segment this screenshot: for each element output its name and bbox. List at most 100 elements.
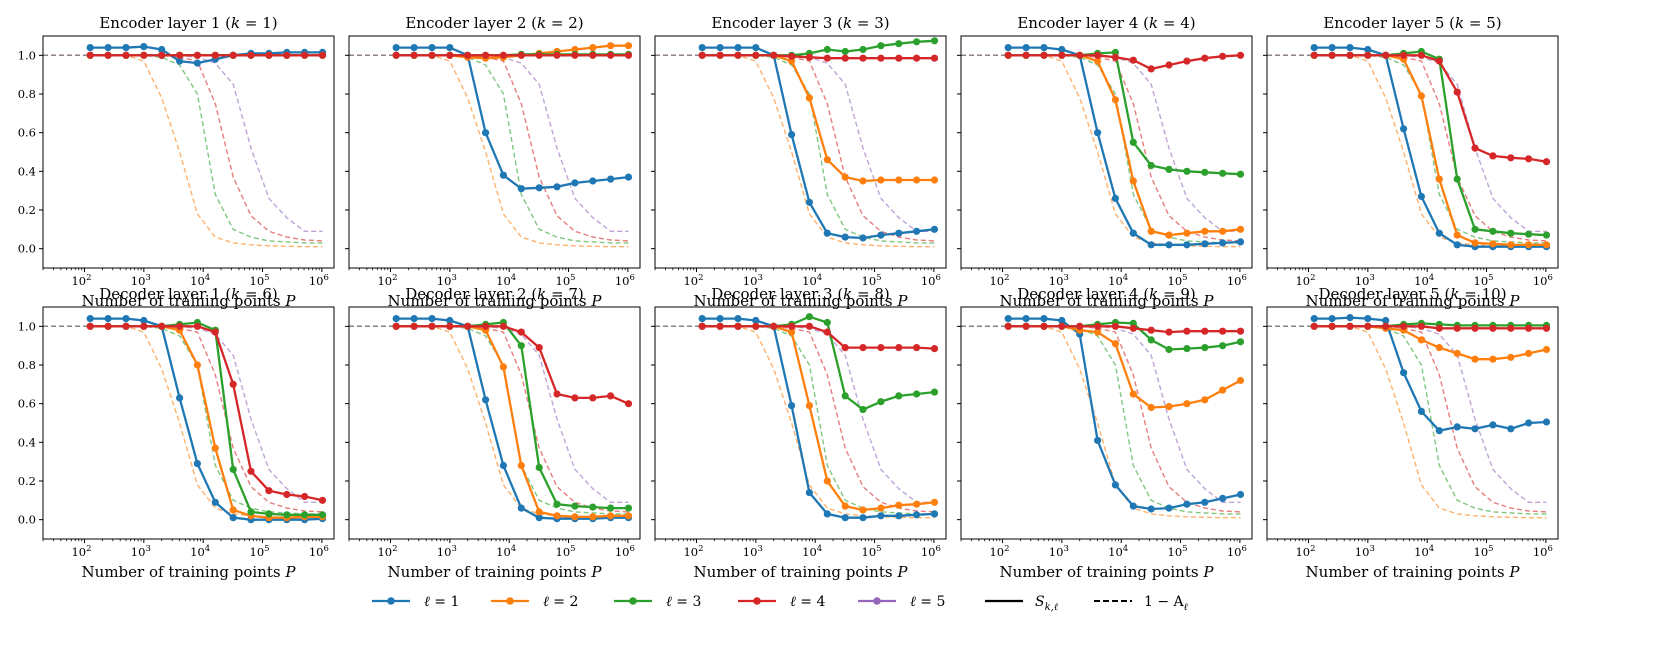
y-tick-label: 0.0	[18, 513, 36, 527]
data-point	[859, 344, 867, 352]
data-point	[752, 44, 760, 52]
dashed-series-l2	[43, 325, 323, 519]
data-point	[446, 51, 454, 59]
data-point	[607, 392, 615, 400]
x-tick-label: 105	[556, 273, 576, 288]
data-point	[1364, 45, 1372, 54]
legend-marker	[387, 597, 395, 605]
x-tick-label: 104	[802, 544, 822, 559]
data-point	[1236, 338, 1245, 346]
dashed-series-l3	[43, 54, 323, 244]
data-point	[1328, 322, 1336, 330]
data-point	[877, 231, 885, 239]
data-point	[1183, 167, 1191, 175]
panel-title: Decoder layer 3 (k = 8)	[711, 285, 890, 303]
data-point	[1201, 168, 1209, 176]
x-tick-label: 105	[1168, 273, 1188, 288]
data-point	[1183, 327, 1191, 335]
x-tick-label: 104	[496, 544, 516, 559]
data-point	[805, 402, 814, 410]
x-tick-label: 104	[802, 273, 822, 288]
data-point	[1219, 494, 1227, 502]
axes-frame	[42, 35, 335, 269]
legend-item-dashed: 1 − Aℓ	[1094, 594, 1188, 613]
data-point	[482, 322, 490, 330]
dashed-curves	[349, 325, 629, 519]
data-point	[1328, 51, 1336, 59]
data-point	[698, 322, 706, 330]
panel-title: Decoder layer 2 (k = 7)	[405, 285, 584, 303]
data-point	[499, 51, 507, 59]
data-point	[428, 51, 436, 59]
x-tick-label: 103	[131, 273, 151, 288]
data-point	[1076, 322, 1084, 330]
data-point	[788, 402, 796, 410]
data-point	[930, 510, 939, 518]
data-point	[229, 380, 237, 388]
data-point	[1165, 345, 1173, 354]
series-l4	[1310, 51, 1551, 166]
data-point	[86, 322, 94, 330]
y-tick-label: 0.6	[18, 397, 36, 411]
x-tick-label: 105	[862, 544, 882, 559]
data-point	[1183, 57, 1191, 65]
data-point	[624, 51, 633, 59]
y-tick-label: 0.8	[18, 358, 36, 372]
data-point	[122, 315, 130, 323]
data-point	[877, 42, 885, 50]
data-point	[229, 506, 237, 514]
data-point	[1417, 407, 1425, 415]
data-point	[895, 392, 903, 400]
data-point	[1165, 504, 1173, 512]
legend-item-l1: ℓ = 1	[372, 594, 459, 610]
data-point	[895, 344, 903, 352]
x-axis-label: Number of training points P	[1000, 292, 1215, 310]
data-point	[176, 51, 184, 59]
panel-4: Encoder layer 4 (k = 4) 102 103 104 105 106 Nu…	[957, 14, 1253, 310]
data-point	[193, 460, 201, 468]
axes-frame	[960, 306, 1253, 540]
dashed-series-l4	[349, 325, 629, 513]
data-point	[1471, 144, 1479, 152]
data-point	[1435, 175, 1443, 183]
series-line	[396, 325, 629, 405]
data-point	[1507, 229, 1515, 237]
dashed-series-l2	[655, 325, 935, 519]
data-point	[877, 504, 885, 512]
data-point	[1489, 421, 1497, 429]
y-tick-label: 0.6	[18, 126, 36, 140]
data-point	[104, 51, 112, 59]
panel-7: Decoder layer 2 (k = 7) 102 103 104 105 106 Nu…	[345, 285, 641, 581]
dashed-series-l5	[349, 54, 629, 233]
x-tick-label: 106	[921, 544, 941, 559]
x-tick-label: 106	[615, 544, 635, 559]
y-tick-label: 0.2	[18, 474, 36, 488]
series-l4	[1310, 322, 1551, 332]
axes-frame	[1266, 35, 1559, 269]
data-point	[1147, 227, 1155, 235]
data-point	[1183, 400, 1191, 408]
data-point	[140, 51, 148, 59]
data-point	[805, 322, 814, 330]
x-tick-label: 104	[190, 544, 210, 559]
data-point	[86, 315, 94, 323]
data-point	[823, 318, 831, 327]
data-point	[1165, 165, 1173, 173]
data-point	[752, 322, 760, 330]
series-l1	[698, 44, 939, 242]
data-point	[1094, 436, 1102, 444]
x-tick-label: 102	[1295, 273, 1315, 288]
data-point	[571, 513, 579, 521]
series-l4	[86, 51, 327, 59]
dashed-series-l2	[1267, 54, 1547, 248]
data-point	[1542, 345, 1551, 354]
data-point	[1129, 56, 1137, 64]
series-l2	[1004, 51, 1245, 239]
series-l2	[392, 42, 633, 62]
data-point	[1542, 158, 1551, 166]
data-point	[392, 44, 400, 52]
x-tick-label: 105	[1474, 544, 1494, 559]
data-point	[1201, 344, 1209, 352]
data-point	[104, 44, 112, 52]
data-point	[1111, 481, 1119, 489]
